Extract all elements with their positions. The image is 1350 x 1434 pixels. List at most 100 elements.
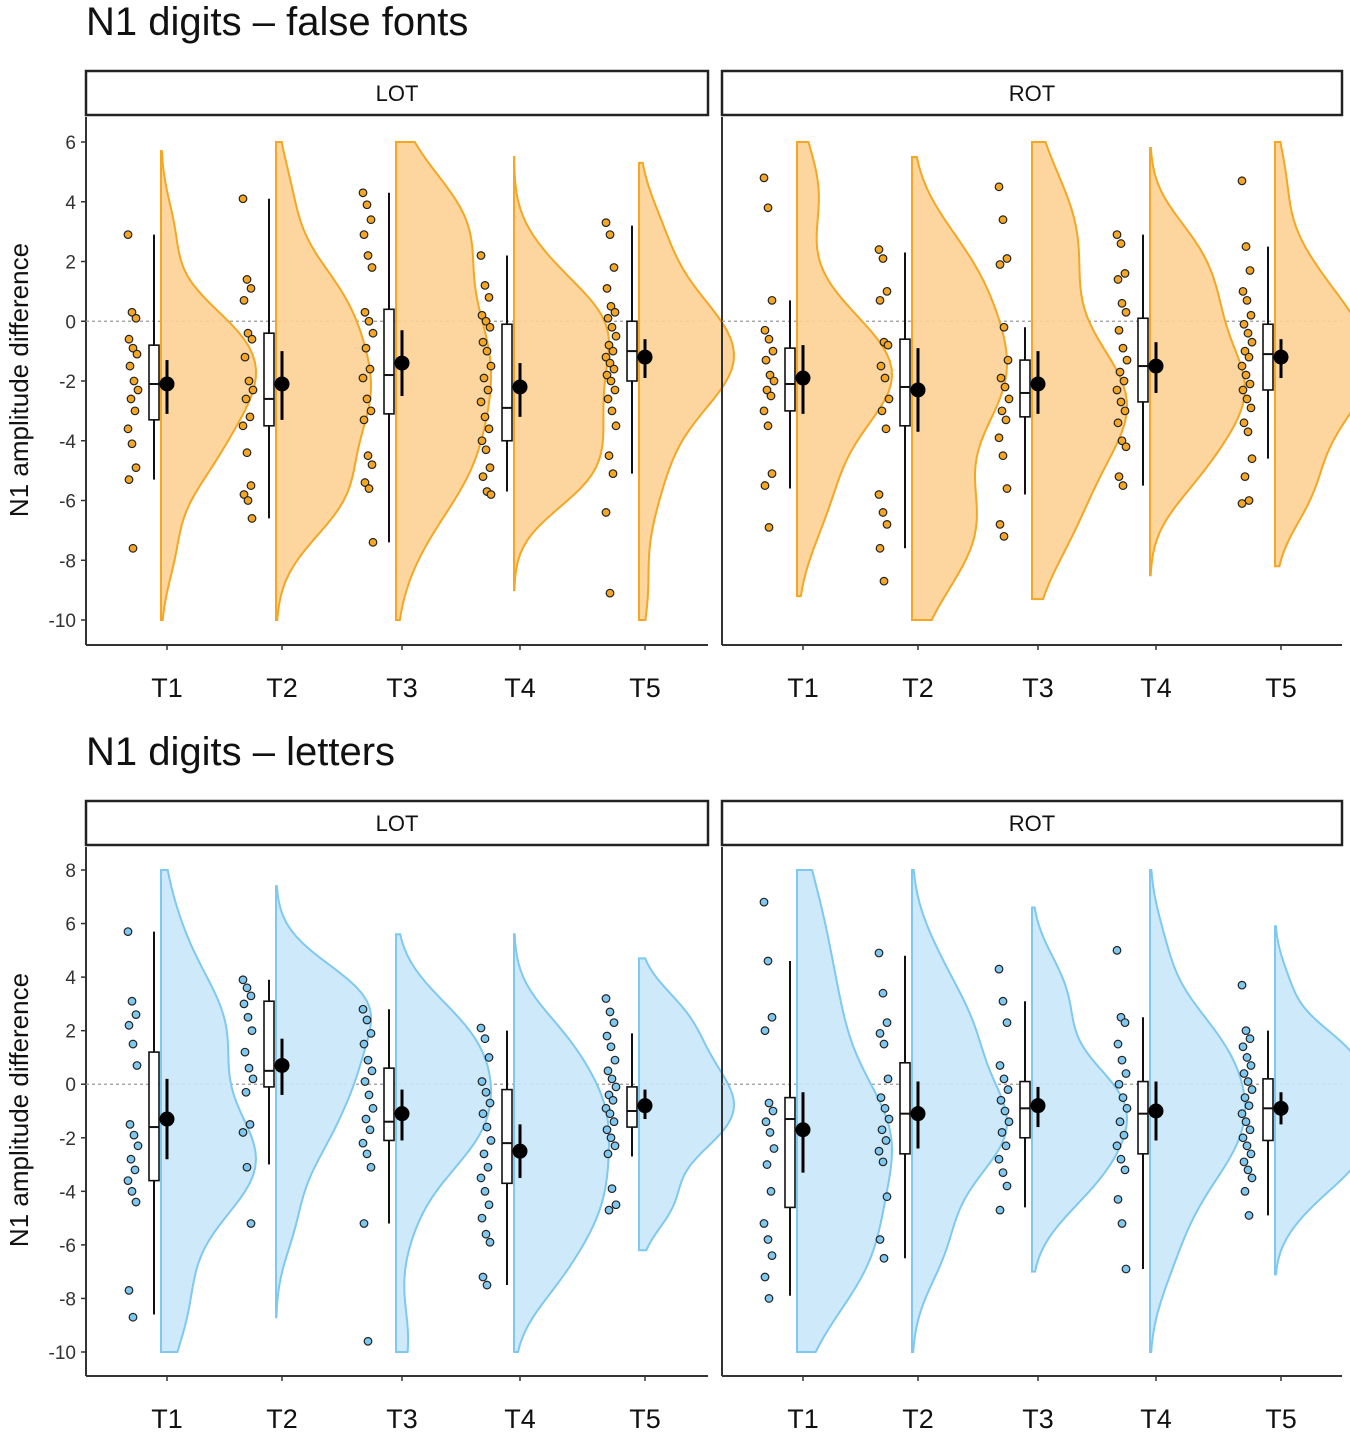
data-point [124,1020,134,1030]
mean-point [795,1122,811,1138]
data-point [877,406,887,416]
data-point [882,1018,892,1028]
y-tick-label: -10 [49,611,76,632]
data-point [882,520,892,529]
data-point [368,328,378,338]
data-point [881,1136,891,1145]
data-point [127,996,137,1006]
data-point [609,364,619,374]
data-point [478,1272,488,1282]
data-point [1004,1117,1014,1127]
data-point [606,301,616,311]
data-point [1237,499,1247,508]
box-body [501,323,513,442]
data-point [241,1087,251,1097]
data-point [1113,1039,1123,1049]
x-tick-label: T5 [629,1404,661,1434]
y-axis-label: N1 amplitude difference [4,243,34,517]
data-point [1243,328,1253,338]
data-point [1120,1018,1130,1028]
data-point [365,364,375,374]
density-cloud [275,141,373,621]
density-cloud [513,155,611,592]
data-point [768,1106,778,1116]
data-point [1244,352,1254,362]
y-tick-label: 6 [65,915,76,936]
data-point [486,1136,496,1145]
group-rot-t4: T4 [1112,869,1247,1434]
data-point [478,472,488,482]
data-point [358,1138,368,1148]
data-point [363,1336,373,1346]
data-point [608,469,618,479]
group-lot-t1: T1 [123,149,258,703]
data-point [759,1219,769,1228]
data-point [366,215,376,225]
data-point [1112,385,1122,395]
data-point [358,373,368,383]
data-point [607,1184,617,1194]
data-point [767,1012,777,1022]
data-point [994,1154,1004,1164]
data-point [476,251,486,260]
data-point [1002,1181,1012,1191]
data-point [875,1028,885,1038]
data-point [1119,376,1129,386]
x-tick-label: T4 [1140,1404,1172,1434]
x-tick-label: T4 [504,673,536,703]
x-tick-label: T1 [787,1404,819,1434]
data-point [482,1280,492,1290]
mean-point [1273,349,1289,365]
panel-strip-label: ROT [1009,811,1055,836]
data-point [124,475,134,484]
density-cloud [395,141,493,621]
data-point [358,1004,368,1014]
data-point [1242,1141,1252,1151]
data-point [1238,1042,1248,1052]
data-point [760,1272,770,1282]
density-cloud [911,869,1009,1353]
data-point [240,1047,250,1057]
data-point [994,433,1004,443]
data-point [760,1026,770,1036]
data-point [1237,361,1247,371]
data-point [1002,484,1012,493]
data-point [611,1200,621,1210]
data-point [242,448,252,458]
y-tick-label: 4 [65,968,76,989]
y-tick-label: -4 [59,432,76,453]
data-point [1114,472,1124,482]
data-point [362,394,372,404]
data-point [1239,418,1249,428]
data-point [996,1095,1006,1105]
data-point [998,215,1008,225]
data-point [997,406,1007,416]
data-point [602,283,612,293]
data-point [485,463,495,473]
y-axis-label: N1 amplitude difference [4,973,34,1247]
chart-title-false-fonts: N1 digits – false fonts [86,0,469,44]
data-point [363,451,373,461]
mean-point [1148,358,1164,374]
data-point [759,406,769,416]
data-point [765,1128,775,1137]
group-lot-t4: T4 [476,933,611,1434]
data-point [611,421,621,431]
data-point [243,1012,253,1022]
data-point [884,394,894,404]
density-cloud [1149,869,1247,1353]
data-point [1122,1103,1132,1113]
data-point [603,394,613,404]
data-point [996,373,1006,383]
data-point [878,1157,888,1167]
data-point [362,1015,372,1025]
data-point [607,1074,617,1084]
data-point [1113,1194,1123,1204]
data-point [364,316,374,326]
data-point [605,588,615,598]
data-point [1246,310,1256,320]
x-tick-label: T2 [266,1404,298,1434]
data-point [1120,406,1130,416]
data-point [603,1149,613,1159]
data-point [1112,230,1122,240]
